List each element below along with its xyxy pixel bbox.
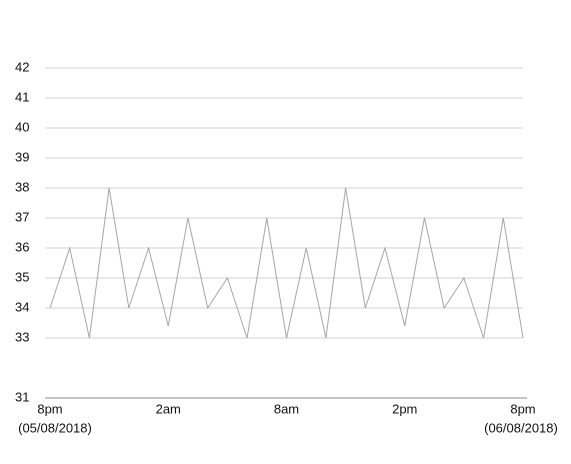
y-tick-label: 42 [15,59,29,74]
y-tick-label: 40 [15,119,29,134]
y-tick-label: 37 [15,209,29,224]
x-tick-label: 8pm [37,401,62,416]
y-tick-label: 41 [15,89,29,104]
x-sublabel: (05/08/2018) [18,420,92,435]
x-tick-label: 8am [274,401,299,416]
y-tick-label: 35 [15,269,29,284]
y-tick-label: 34 [15,299,29,314]
y-tick-label: 36 [15,239,29,254]
y-tick-label: 31 [15,389,29,404]
y-tick-label: 33 [15,329,29,344]
x-tick-label: 2pm [392,401,417,416]
data-line [49,187,524,339]
y-tick-label: 39 [15,149,29,164]
y-tick-label: 38 [15,179,29,194]
x-sublabel: (06/08/2018) [484,420,558,435]
x-tick-label: 8pm [510,401,535,416]
x-tick-label: 2am [156,401,181,416]
